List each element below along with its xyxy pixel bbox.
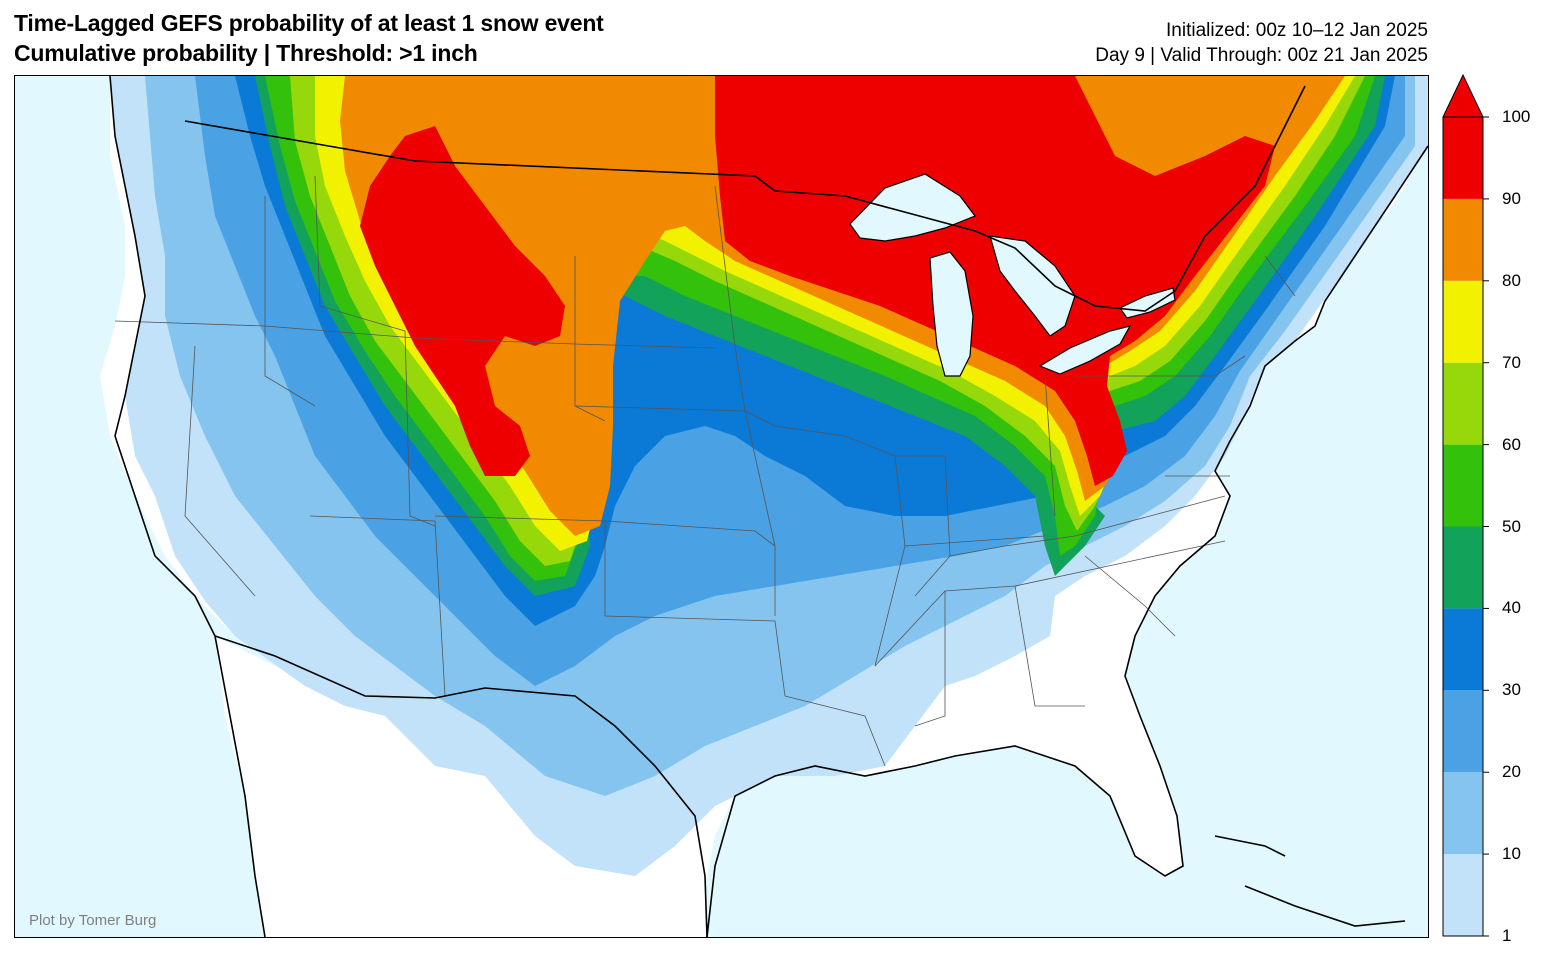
lake-huron [989, 235, 1076, 337]
colorbar-tick-40: 40 [1502, 598, 1521, 618]
colorbar-bin-90-100 [1443, 117, 1483, 199]
map-subtitle: Cumulative probability | Threshold: >1 i… [14, 40, 478, 66]
colorbar-bin-1-10 [1443, 854, 1483, 936]
colorbar-tick-50: 50 [1502, 516, 1521, 536]
state-borders [114, 175, 1296, 767]
colorbar-bin-50-60 [1443, 444, 1483, 527]
valid-through-label: Day 9 | Valid Through: 00z 21 Jan 2025 [1095, 45, 1428, 66]
colorbar-bin-10-20 [1443, 772, 1483, 855]
colorbar-bin-60-70 [1443, 362, 1483, 445]
colorbar-bin-40-50 [1443, 526, 1483, 609]
colorbar-tick-10: 10 [1502, 844, 1521, 864]
probability-map: Plot by Tomer Burg [14, 75, 1429, 938]
lake-erie [1038, 325, 1132, 375]
prob-fill-90-100-rockies [360, 126, 565, 476]
map-canvas [100, 76, 1428, 937]
lake-superior [849, 173, 976, 242]
colorbar-tick-80: 80 [1502, 270, 1521, 290]
colorbar-tick-70: 70 [1502, 352, 1521, 372]
colorbar-tick-90: 90 [1502, 188, 1521, 208]
colorbar-tick-100: 100 [1502, 107, 1531, 126]
map-title: Time-Lagged GEFS probability of at least… [14, 10, 604, 36]
plot-credit: Plot by Tomer Burg [29, 912, 157, 929]
colorbar-tick-60: 60 [1502, 434, 1521, 454]
colorbar-tick-1: 1 [1502, 926, 1512, 945]
colorbar [1442, 73, 1489, 937]
initialized-label: Initialized: 00z 10–12 Jan 2025 [1166, 20, 1428, 41]
colorbar-tick-20: 20 [1502, 762, 1521, 782]
colorbar-extend-arrow [1442, 73, 1484, 118]
colorbar-bin-20-30 [1443, 690, 1483, 773]
prob-fill-90-100 [715, 76, 1275, 486]
colorbar-bin-80-90 [1443, 198, 1483, 281]
colorbar-bin-30-40 [1443, 608, 1483, 691]
lake-michigan [929, 251, 974, 377]
colorbar-bin-70-80 [1443, 280, 1483, 363]
colorbar-svg [1442, 73, 1489, 937]
colorbar-tick-30: 30 [1502, 680, 1521, 700]
land-mexico [215, 636, 655, 937]
country-borders [109, 76, 1428, 937]
